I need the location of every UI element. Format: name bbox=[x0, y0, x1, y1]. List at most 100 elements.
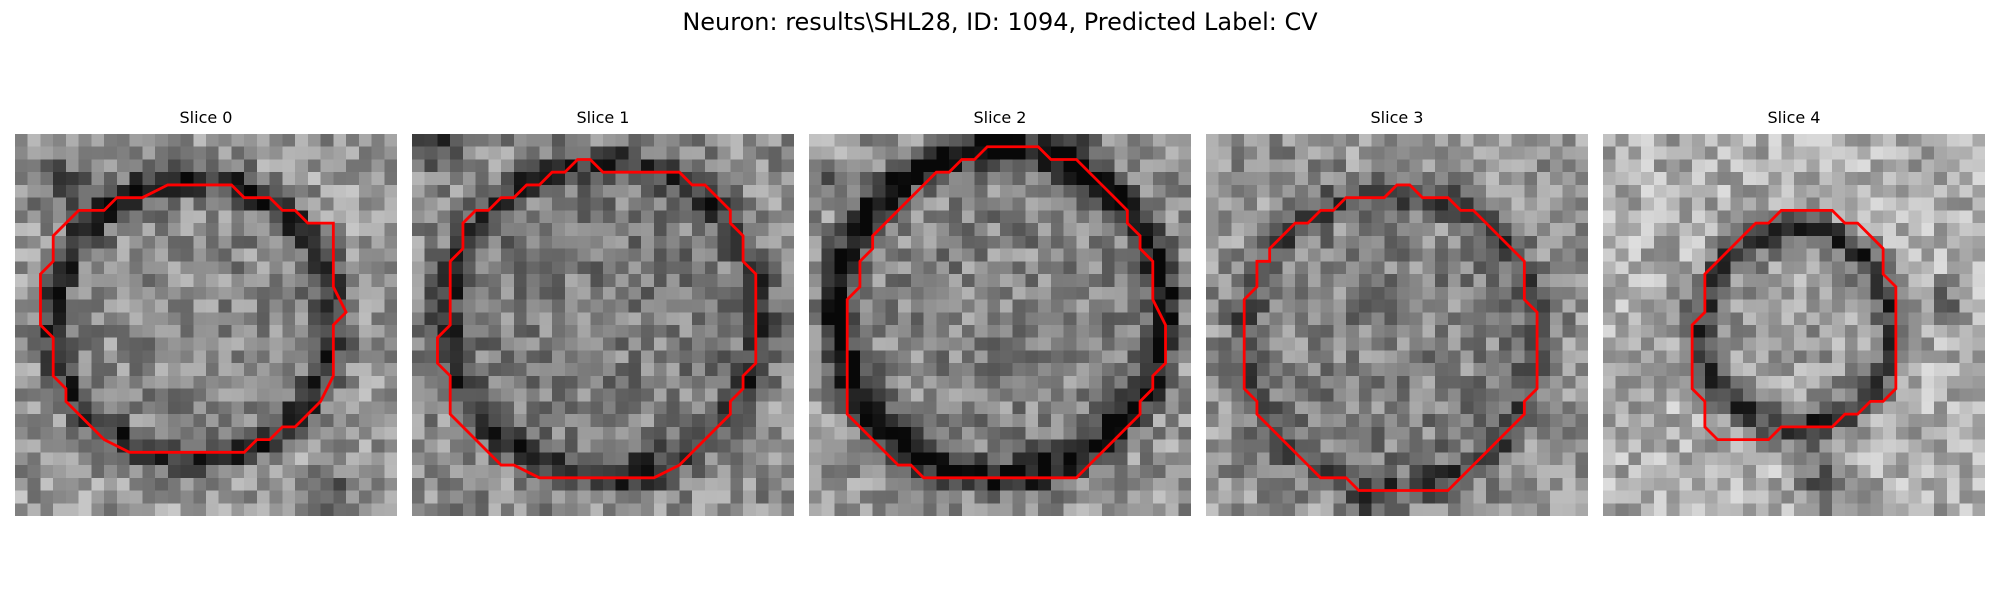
image-pixel bbox=[768, 426, 782, 440]
image-pixel bbox=[564, 299, 578, 313]
image-pixel bbox=[653, 172, 667, 186]
image-pixel bbox=[1921, 210, 1935, 224]
image-pixel bbox=[1295, 388, 1309, 402]
image-pixel bbox=[1511, 490, 1525, 504]
image-pixel bbox=[1012, 172, 1026, 186]
image-pixel bbox=[1549, 223, 1563, 237]
image-pixel bbox=[371, 465, 385, 479]
image-pixel bbox=[615, 248, 629, 262]
image-pixel bbox=[1282, 477, 1296, 491]
image-pixel bbox=[1603, 477, 1616, 491]
image-pixel bbox=[679, 210, 693, 224]
image-pixel bbox=[1972, 197, 1985, 211]
image-pixel bbox=[1038, 439, 1052, 453]
image-pixel bbox=[1883, 197, 1897, 211]
image-pixel bbox=[539, 235, 553, 249]
image-pixel bbox=[1666, 325, 1680, 338]
image-pixel bbox=[1755, 388, 1769, 402]
image-pixel bbox=[1206, 223, 1219, 237]
image-pixel bbox=[1114, 503, 1128, 516]
image-pixel bbox=[437, 146, 451, 160]
image-pixel bbox=[244, 172, 258, 186]
image-pixel bbox=[539, 134, 553, 147]
image-pixel bbox=[488, 286, 502, 300]
image-pixel bbox=[1333, 312, 1347, 326]
image-pixel bbox=[167, 172, 181, 186]
image-pixel bbox=[1755, 134, 1769, 147]
image-pixel bbox=[1549, 350, 1563, 364]
image-pixel bbox=[1140, 235, 1154, 249]
image-pixel bbox=[1422, 159, 1436, 173]
image-pixel bbox=[116, 350, 130, 364]
image-pixel bbox=[1537, 401, 1551, 415]
image-pixel bbox=[1562, 388, 1576, 402]
image-pixel bbox=[1730, 465, 1744, 479]
image-pixel bbox=[231, 146, 245, 160]
image-pixel bbox=[628, 274, 642, 288]
image-pixel bbox=[1679, 350, 1693, 364]
image-pixel bbox=[847, 439, 861, 453]
image-pixel bbox=[1498, 490, 1512, 504]
image-pixel bbox=[1000, 248, 1013, 262]
image-pixel bbox=[1447, 388, 1461, 402]
image-pixel bbox=[1152, 172, 1166, 186]
image-pixel bbox=[1012, 439, 1026, 453]
image-pixel bbox=[1692, 503, 1706, 516]
image-pixel bbox=[590, 337, 604, 351]
image-pixel bbox=[1127, 261, 1141, 275]
image-pixel bbox=[424, 477, 438, 491]
image-pixel bbox=[180, 363, 194, 377]
image-pixel bbox=[1743, 184, 1757, 198]
image-pixel bbox=[1895, 286, 1909, 300]
image-pixel bbox=[244, 363, 258, 377]
image-pixel bbox=[1498, 146, 1512, 160]
image-pixel bbox=[1025, 363, 1039, 377]
image-pixel bbox=[1666, 388, 1680, 402]
image-pixel bbox=[1320, 503, 1334, 516]
image-pixel bbox=[1870, 146, 1884, 160]
image-pixel bbox=[1473, 197, 1487, 211]
image-pixel bbox=[1063, 312, 1077, 326]
image-pixel bbox=[1679, 503, 1693, 516]
image-pixel bbox=[1371, 286, 1385, 300]
image-pixel bbox=[1333, 375, 1347, 389]
slice-title-4: Slice 4 bbox=[1767, 108, 1821, 127]
image-pixel bbox=[590, 503, 604, 516]
image-pixel bbox=[666, 134, 680, 147]
image-pixel bbox=[1666, 159, 1680, 173]
image-pixel bbox=[615, 439, 629, 453]
image-pixel bbox=[1114, 477, 1128, 491]
image-pixel bbox=[424, 210, 438, 224]
image-pixel bbox=[653, 274, 667, 288]
image-pixel bbox=[40, 490, 54, 504]
image-pixel bbox=[615, 261, 629, 275]
image-pixel bbox=[1679, 439, 1693, 453]
image-pixel bbox=[936, 350, 950, 364]
image-pixel bbox=[1883, 452, 1897, 466]
image-pixel bbox=[1730, 223, 1744, 237]
image-pixel bbox=[1794, 363, 1807, 377]
image-pixel bbox=[987, 172, 1001, 186]
image-pixel bbox=[116, 401, 130, 415]
image-pixel bbox=[1641, 401, 1655, 415]
image-pixel bbox=[615, 337, 629, 351]
image-pixel bbox=[590, 184, 604, 198]
image-pixel bbox=[180, 312, 194, 326]
image-pixel bbox=[1946, 414, 1960, 428]
image-pixel bbox=[142, 375, 156, 389]
image-pixel bbox=[1050, 312, 1064, 326]
image-pixel bbox=[987, 350, 1001, 364]
image-pixel bbox=[53, 172, 67, 186]
image-pixel bbox=[1397, 503, 1410, 516]
image-pixel bbox=[653, 159, 667, 173]
image-pixel bbox=[1460, 490, 1474, 504]
image-pixel bbox=[628, 414, 642, 428]
image-pixel bbox=[717, 172, 731, 186]
image-pixel bbox=[1628, 159, 1642, 173]
image-pixel bbox=[692, 490, 706, 504]
image-pixel bbox=[1422, 248, 1436, 262]
image-pixel bbox=[1178, 223, 1191, 237]
image-pixel bbox=[53, 210, 67, 224]
image-pixel bbox=[1038, 465, 1052, 479]
image-pixel bbox=[755, 286, 769, 300]
